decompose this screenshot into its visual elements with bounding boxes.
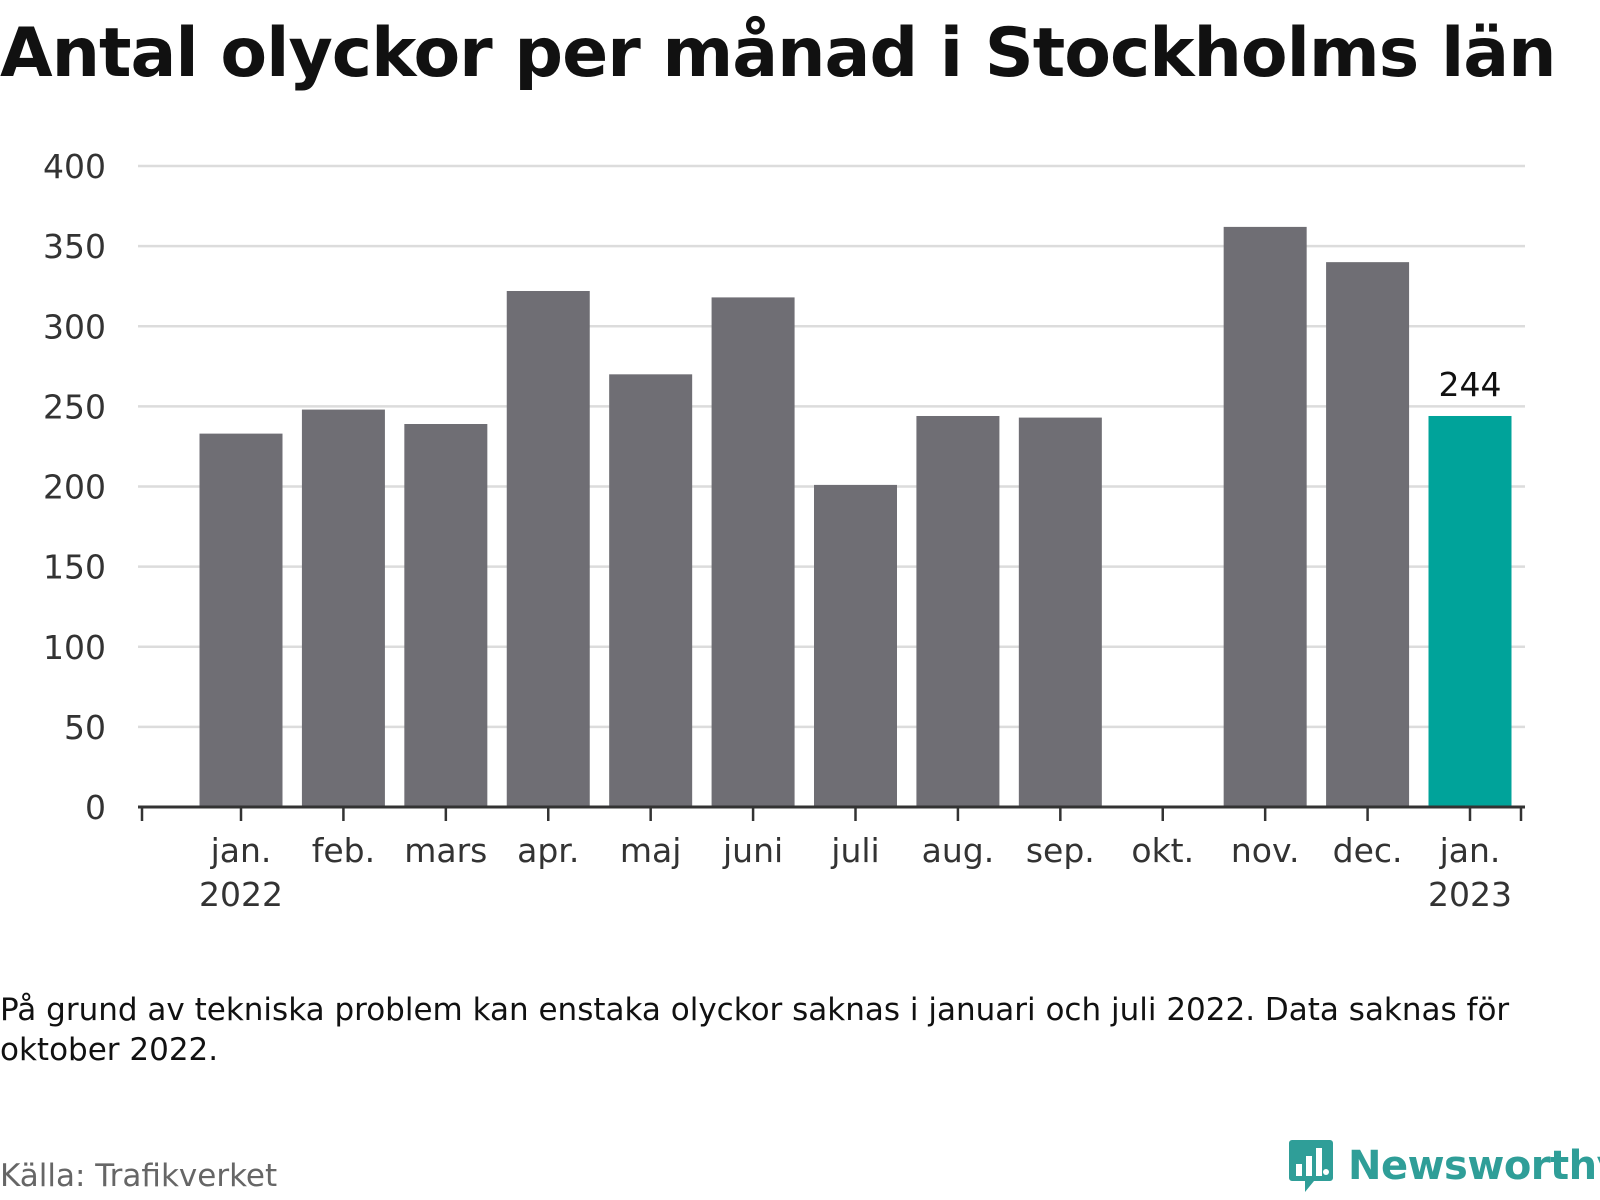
source-label: Källa: Trafikverket xyxy=(0,1158,278,1194)
brand-logo: Newsworthy xyxy=(1288,1138,1600,1194)
chart-title: Antal olyckor per månad i Stockholms län xyxy=(0,14,1557,93)
x-tick-label: jan. xyxy=(210,831,272,870)
bar-chart: 0 50 100 150 200 250 300 350 400 244 jan. 2022 feb. m… xyxy=(43,147,1525,914)
y-tick-label: 350 xyxy=(43,227,106,266)
y-tick-label: 150 xyxy=(43,548,106,587)
x-tick-label: jan. xyxy=(1439,831,1501,870)
x-tick-label: nov. xyxy=(1231,831,1300,870)
bar xyxy=(1326,262,1410,807)
x-tick-label: mars xyxy=(404,831,487,870)
x-tick-label: juni xyxy=(722,831,783,870)
bar xyxy=(506,290,590,807)
x-tick-label: aug. xyxy=(922,831,995,870)
x-tick-label: maj xyxy=(620,831,682,870)
bar xyxy=(1018,417,1102,807)
x-tick-label: feb. xyxy=(312,831,375,870)
y-tick-label: 250 xyxy=(43,387,106,426)
y-tick-label: 200 xyxy=(43,468,106,507)
bar xyxy=(1428,415,1512,807)
bar xyxy=(1223,226,1307,807)
x-tick-label: 2023 xyxy=(1428,875,1512,914)
x-tick-label: juli xyxy=(830,831,879,870)
x-tick-label: apr. xyxy=(517,831,579,870)
bar xyxy=(404,424,488,807)
y-tick-label: 0 xyxy=(85,788,106,827)
bar xyxy=(814,484,897,807)
x-tick-label: dec. xyxy=(1333,831,1403,870)
y-tick-label: 50 xyxy=(64,708,106,747)
x-tick-label: okt. xyxy=(1131,831,1194,870)
data-label: 244 xyxy=(1439,365,1502,404)
speech-bubble-bar-chart-icon xyxy=(1289,1140,1333,1192)
y-tick-label: 100 xyxy=(43,628,106,667)
y-tick-label: 300 xyxy=(43,307,106,346)
bar xyxy=(609,374,693,807)
bar xyxy=(916,415,1000,807)
y-tick-label: 400 xyxy=(43,147,106,186)
bar xyxy=(199,433,283,807)
x-tick-label: sep. xyxy=(1026,831,1095,870)
bar xyxy=(711,297,795,807)
x-tick-label: 2022 xyxy=(199,875,283,914)
bar xyxy=(301,409,385,807)
brand-name: Newsworthy xyxy=(1348,1143,1600,1189)
chart-note: På grund av tekniska problem kan enstaka… xyxy=(0,992,1510,1068)
